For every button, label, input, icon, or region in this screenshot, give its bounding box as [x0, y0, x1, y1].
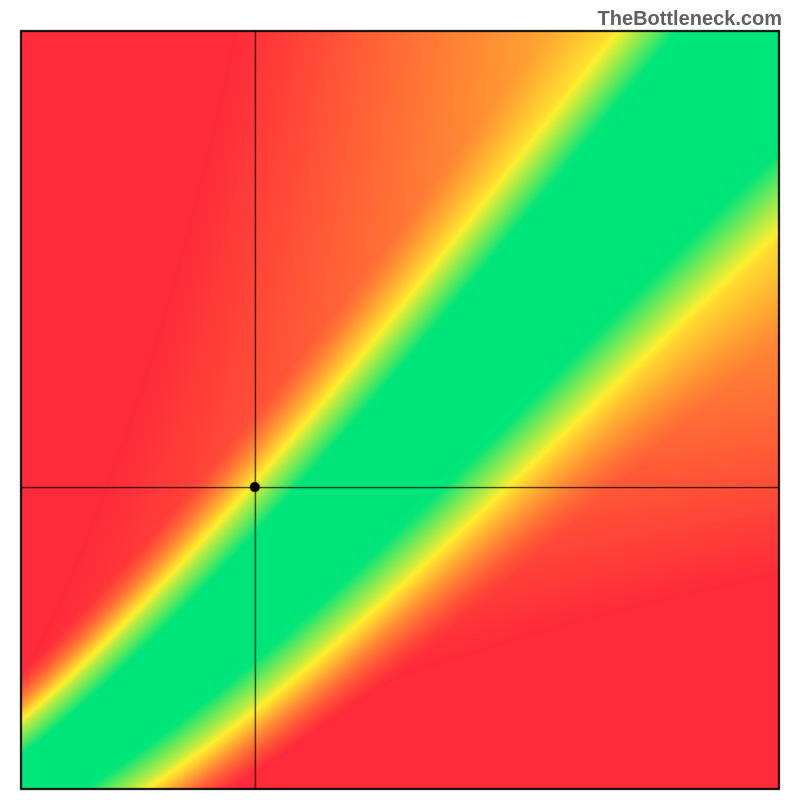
watermark-label: TheBottleneck.com	[598, 8, 782, 31]
bottleneck-heatmap	[0, 0, 800, 800]
